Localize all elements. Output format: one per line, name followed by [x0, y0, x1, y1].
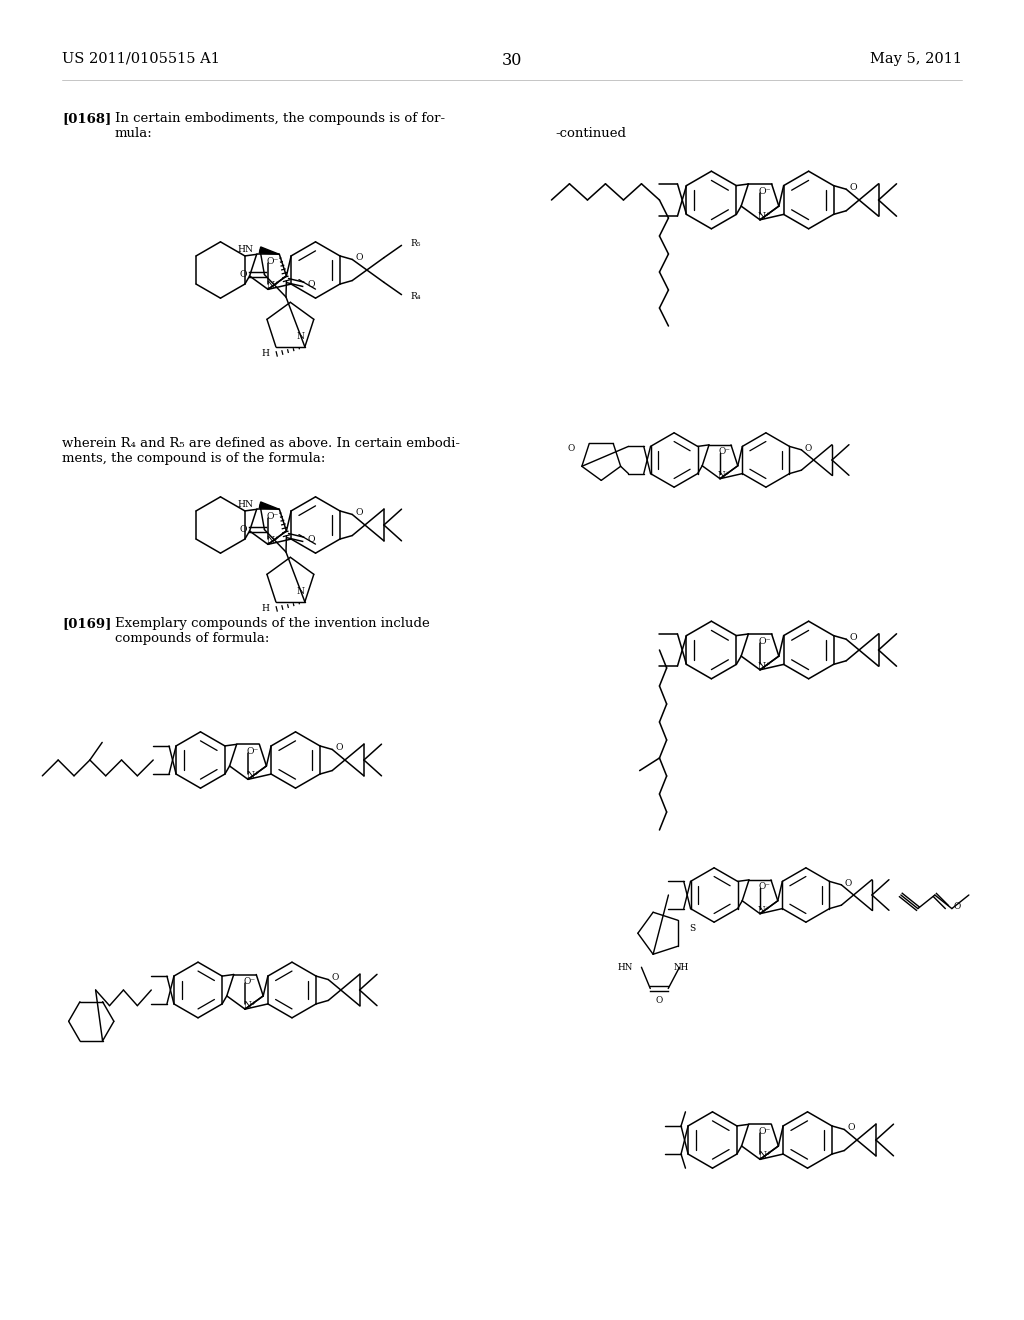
Text: H: H: [262, 350, 269, 359]
Text: In certain embodiments, the compounds is of for-
mula:: In certain embodiments, the compounds is…: [115, 112, 445, 140]
Text: O⁻: O⁻: [758, 186, 771, 195]
Text: O: O: [953, 903, 961, 911]
Text: R₄: R₄: [411, 292, 421, 301]
Text: O⁻: O⁻: [758, 636, 771, 645]
Text: HN: HN: [237, 500, 253, 510]
Text: O⁻: O⁻: [246, 747, 259, 755]
Text: May 5, 2011: May 5, 2011: [870, 51, 962, 66]
Text: S: S: [689, 924, 695, 933]
Text: N⁺: N⁺: [243, 1001, 256, 1010]
Text: Exemplary compounds of the invention include
compounds of formula:: Exemplary compounds of the invention inc…: [115, 616, 430, 645]
Polygon shape: [259, 502, 280, 510]
Text: wherein R₄ and R₅ are defined as above. In certain embodi-
ments, the compound i: wherein R₄ and R₅ are defined as above. …: [62, 437, 460, 465]
Text: N⁺: N⁺: [758, 211, 771, 220]
Text: N⁺: N⁺: [758, 1151, 771, 1160]
Text: O: O: [850, 183, 857, 191]
Text: O⁻: O⁻: [758, 1127, 771, 1135]
Text: O⁻: O⁻: [759, 882, 770, 891]
Text: O⁻: O⁻: [266, 512, 279, 520]
Text: HN: HN: [618, 962, 634, 972]
Text: 30: 30: [502, 51, 522, 69]
Text: O: O: [355, 253, 364, 263]
Text: O⁻: O⁻: [266, 256, 279, 265]
Text: O: O: [355, 508, 364, 517]
Text: [0168]: [0168]: [62, 112, 112, 125]
Text: N⁺: N⁺: [246, 771, 259, 780]
Text: NH: NH: [674, 962, 689, 972]
Text: H: H: [262, 605, 269, 614]
Text: N⁺: N⁺: [266, 536, 279, 545]
Text: N⁺: N⁺: [266, 281, 279, 290]
Text: O: O: [655, 997, 663, 1005]
Text: N: N: [297, 587, 304, 595]
Text: O: O: [848, 1123, 855, 1133]
Text: -continued: -continued: [555, 127, 626, 140]
Text: US 2011/0105515 A1: US 2011/0105515 A1: [62, 51, 220, 66]
Text: N⁺: N⁺: [758, 661, 771, 671]
Text: O: O: [845, 879, 852, 887]
Text: O: O: [332, 973, 339, 982]
Text: N⁺: N⁺: [758, 906, 770, 915]
Text: O: O: [567, 444, 574, 453]
Text: N⁺: N⁺: [718, 471, 730, 479]
Text: O⁻: O⁻: [244, 977, 255, 986]
Text: O: O: [336, 743, 343, 752]
Text: O: O: [850, 632, 857, 642]
Text: O: O: [240, 525, 247, 535]
Text: HN: HN: [237, 246, 253, 255]
Text: O: O: [307, 280, 314, 289]
Text: O: O: [805, 444, 812, 453]
Polygon shape: [259, 247, 280, 255]
Text: N: N: [297, 331, 304, 341]
Text: R₅: R₅: [411, 239, 421, 248]
Text: O⁻: O⁻: [718, 447, 730, 455]
Text: O: O: [307, 535, 314, 544]
Text: [0169]: [0169]: [62, 616, 112, 630]
Text: O: O: [240, 271, 247, 279]
